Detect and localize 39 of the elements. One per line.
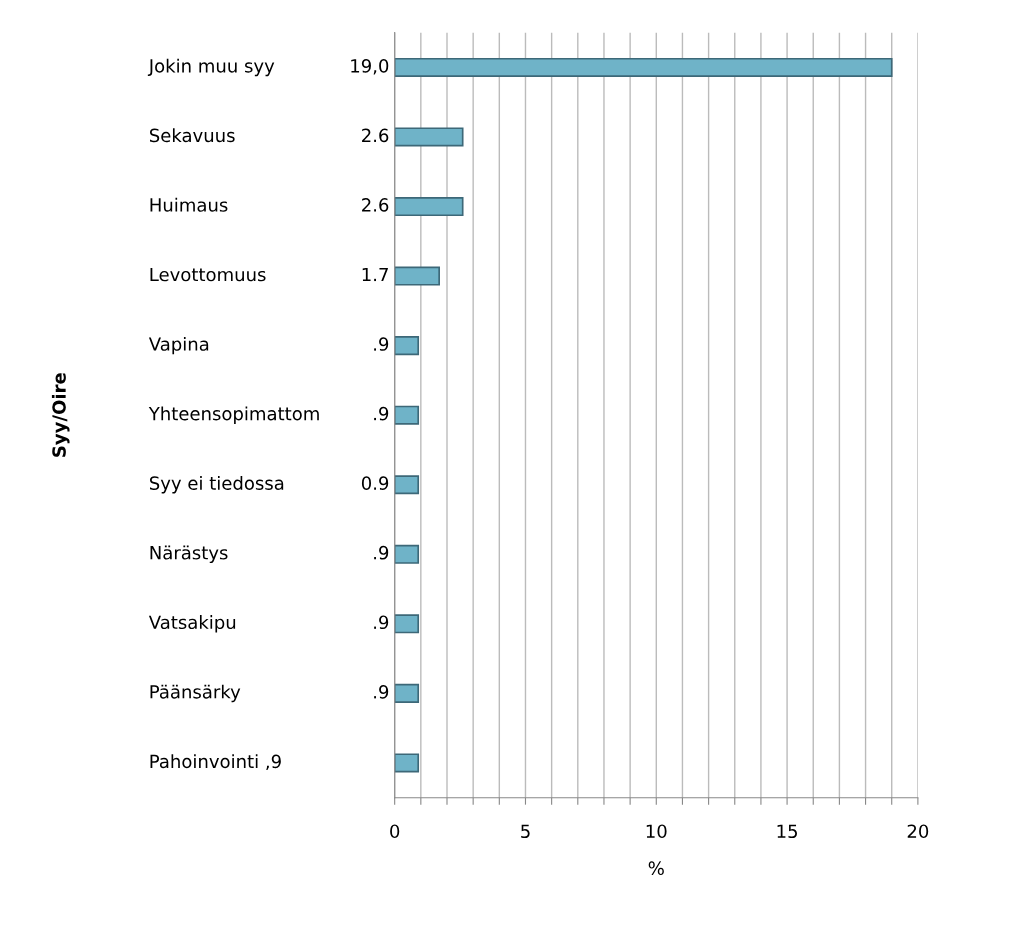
x-tick-label: 20 bbox=[907, 824, 929, 839]
y-tick-label: Syy ei tiedossa bbox=[149, 476, 284, 494]
bar bbox=[394, 127, 464, 147]
x-tick-label: 0 bbox=[390, 824, 400, 839]
y-tick-label: Yhteensopimattom bbox=[148, 406, 319, 424]
bar bbox=[394, 544, 420, 564]
data-label: 2.6 bbox=[362, 198, 389, 212]
bar bbox=[394, 614, 420, 634]
y-tick-label: Huimaus bbox=[150, 197, 228, 212]
y-tick-label: Pahoinvointi ,9 bbox=[150, 754, 281, 771]
data-label: .9 bbox=[374, 615, 389, 630]
bar bbox=[394, 266, 440, 286]
data-label: 2.6 bbox=[362, 128, 389, 143]
y-tick-label: Levottomuus bbox=[150, 267, 266, 282]
bar bbox=[394, 405, 420, 425]
bar bbox=[394, 753, 420, 773]
data-label: .9 bbox=[374, 684, 389, 699]
x-tick-label: 5 bbox=[521, 824, 530, 839]
bar bbox=[394, 336, 420, 356]
x-tick-label: 10 bbox=[646, 824, 667, 839]
data-label: 0.9 bbox=[361, 476, 389, 490]
x-axis-title: % bbox=[648, 861, 664, 875]
bar bbox=[394, 197, 464, 217]
data-label: .9 bbox=[374, 337, 389, 351]
data-label: .9 bbox=[374, 545, 389, 560]
y-tick-label: Sekavuus bbox=[149, 128, 235, 143]
y-tick-label: Päänsärky bbox=[150, 684, 241, 703]
bar bbox=[394, 475, 420, 495]
y-tick-label: Vapina bbox=[148, 336, 209, 355]
data-label: 1.7 bbox=[362, 267, 388, 282]
y-tick-label: Jokin muu syy bbox=[147, 58, 275, 77]
y-tick-label: Vatsakipu bbox=[148, 615, 236, 633]
bar bbox=[394, 683, 420, 703]
y-tick-label: Närästys bbox=[150, 545, 228, 564]
bar bbox=[394, 57, 893, 77]
x-tick-label: 15 bbox=[777, 824, 797, 839]
data-label: .9 bbox=[374, 406, 389, 421]
y-axis-title: Syy/Oire bbox=[51, 373, 70, 457]
data-label: 19,0 bbox=[351, 59, 389, 75]
